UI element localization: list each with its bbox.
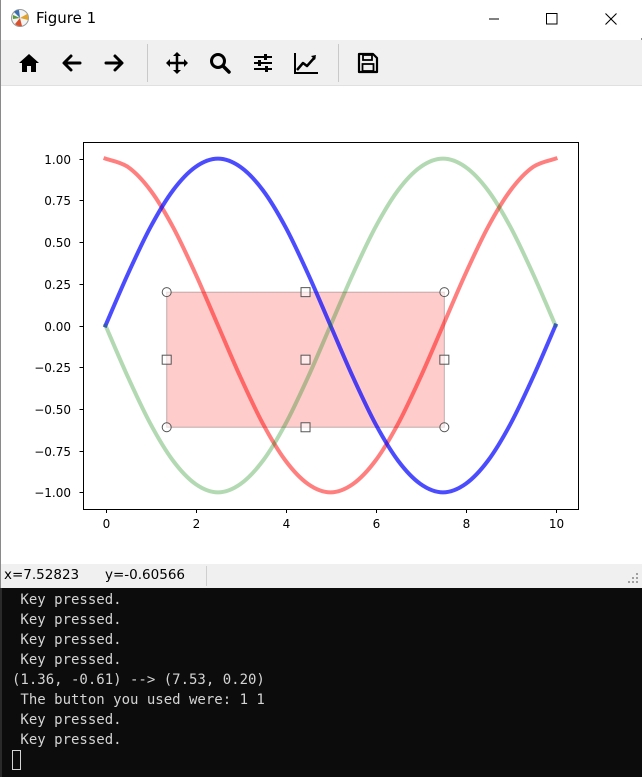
y-tick-label: −0.75 xyxy=(34,445,71,459)
edge-handle[interactable] xyxy=(161,354,172,365)
edge-handle[interactable] xyxy=(439,354,450,365)
toolbar-separator xyxy=(338,44,339,82)
y-tick-label: −1.00 xyxy=(34,486,71,500)
edge-handle[interactable] xyxy=(300,354,311,365)
corner-handle[interactable] xyxy=(161,422,172,433)
console-line: Key pressed. xyxy=(12,732,122,748)
console-line: Key pressed. xyxy=(12,712,122,728)
edge-handle[interactable] xyxy=(300,422,311,433)
forward-button[interactable] xyxy=(98,47,130,79)
configure-subplots-icon xyxy=(254,54,272,72)
series-line-3 xyxy=(102,156,559,495)
close-icon xyxy=(605,13,617,25)
y-tick-label: 0.75 xyxy=(44,194,71,208)
cursor-y-readout: y=-0.60566 xyxy=(105,567,185,583)
navigation-toolbar xyxy=(1,40,642,86)
edit-axis-icon xyxy=(294,53,318,74)
corner-handle[interactable] xyxy=(439,422,450,433)
status-separator xyxy=(206,566,207,586)
back-button[interactable] xyxy=(56,47,88,79)
figure-window: Figure 1 xyxy=(0,0,642,588)
y-tick-label: −0.50 xyxy=(34,403,71,417)
minimize-icon xyxy=(489,18,499,20)
console-line: Key pressed. xyxy=(12,592,122,608)
maximize-icon xyxy=(546,13,558,25)
series-line-2 xyxy=(102,156,559,495)
home-button[interactable] xyxy=(13,47,45,79)
x-tick-label: 10 xyxy=(549,517,564,531)
figure-canvas[interactable]: 0 2 4 6 8 10 1.00 0.75 0.50 0.25 0.00 −0.25 −0.50 −0.… xyxy=(2,86,642,564)
series-line-1 xyxy=(102,156,559,495)
window-title: Figure 1 xyxy=(36,9,97,27)
toolbar-separator xyxy=(147,44,148,82)
resize-grip-icon[interactable] xyxy=(627,572,639,584)
console-output: Key pressed. Key pressed. Key pressed. K… xyxy=(0,588,642,777)
forward-icon xyxy=(104,54,124,72)
console-line: Key pressed. xyxy=(12,612,122,628)
zoom-button[interactable] xyxy=(204,47,236,79)
y-tick-label: −0.25 xyxy=(34,361,71,375)
x-tick-label: 0 xyxy=(103,517,111,531)
home-icon xyxy=(19,54,39,72)
console-cursor[interactable] xyxy=(12,750,21,770)
close-button[interactable] xyxy=(588,0,634,38)
x-tick-label: 2 xyxy=(193,517,201,531)
pan-icon xyxy=(166,52,188,74)
x-tick-label: 6 xyxy=(373,517,381,531)
zoom-icon xyxy=(210,53,231,74)
cursor-x-readout: x=7.52823 xyxy=(4,567,80,583)
pan-button[interactable] xyxy=(161,47,193,79)
y-tick-label: 0.00 xyxy=(44,320,71,334)
status-bar: x=7.52823 y=-0.60566 xyxy=(1,564,642,588)
configure-subplots-button[interactable] xyxy=(247,47,279,79)
console-line: Key pressed. xyxy=(12,652,122,668)
console-line: The button you used were: 1 1 xyxy=(12,692,265,708)
edit-axis-button[interactable] xyxy=(290,47,322,79)
corner-handle[interactable] xyxy=(439,287,450,298)
save-button[interactable] xyxy=(352,47,384,79)
maximize-button[interactable] xyxy=(529,0,575,38)
back-icon xyxy=(62,54,82,72)
save-icon xyxy=(357,52,379,74)
console-line: Key pressed. xyxy=(12,632,122,648)
x-tick-label: 8 xyxy=(463,517,471,531)
title-bar[interactable]: Figure 1 xyxy=(1,0,642,38)
y-tick-label: 0.50 xyxy=(44,236,71,250)
minimize-button[interactable] xyxy=(471,0,517,38)
y-tick-label: 0.25 xyxy=(44,278,71,292)
matplotlib-app-icon xyxy=(11,9,29,27)
y-tick-label: 1.00 xyxy=(44,153,71,167)
console-line: (1.36, -0.61) --> (7.53, 0.20) xyxy=(12,672,265,688)
line-chart[interactable]: 0 2 4 6 8 10 1.00 0.75 0.50 0.25 0.00 −0.25 −0.50 −0.… xyxy=(2,86,642,564)
x-tick-label: 4 xyxy=(283,517,291,531)
edge-handle[interactable] xyxy=(300,287,311,298)
corner-handle[interactable] xyxy=(161,287,172,298)
